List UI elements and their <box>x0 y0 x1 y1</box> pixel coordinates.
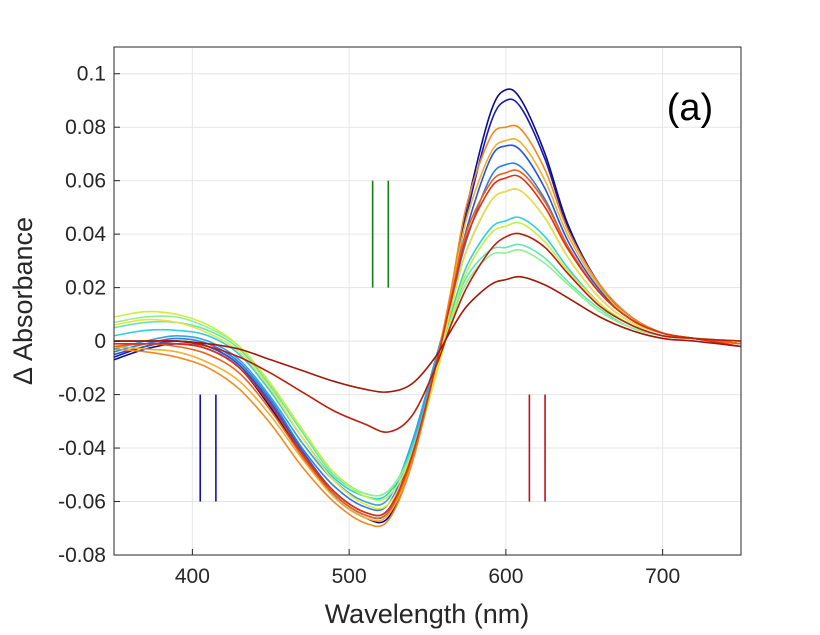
x-tick-label: 600 <box>488 565 523 588</box>
series-path <box>114 174 741 517</box>
series-line <box>114 232 741 433</box>
y-tick-label: 0.1 <box>77 63 106 86</box>
series-line <box>114 221 741 502</box>
series-line <box>114 174 741 517</box>
series-group <box>114 88 741 528</box>
y-tick-label: 0 <box>94 330 106 353</box>
series-line <box>114 275 741 393</box>
y-tick-label: -0.06 <box>58 491 106 514</box>
plot-area <box>114 47 741 555</box>
panel-label: (a) <box>667 87 713 129</box>
x-axis: 400 500 600 700 <box>175 549 680 588</box>
y-tick-label: 0.02 <box>65 277 106 300</box>
x-tick-label: 500 <box>332 565 367 588</box>
x-axis-title: Wavelength (nm) <box>325 599 530 629</box>
y-tick-label: 0.08 <box>65 116 106 139</box>
y-tick-label: 0.06 <box>65 170 106 193</box>
plot-series <box>114 88 741 528</box>
plot-frame <box>113 46 742 556</box>
y-axis: -0.08 -0.06 -0.04 -0.02 0 0.02 0.04 0.06 0.08 0.1 <box>58 63 120 567</box>
series-path <box>114 221 741 502</box>
annotation-lines <box>199 180 546 502</box>
y-tick-label: -0.02 <box>58 384 106 407</box>
series-path <box>114 232 741 433</box>
series-line <box>114 124 741 528</box>
y-axis-title: Δ Absorbance <box>8 217 38 385</box>
series-path <box>114 124 741 528</box>
x-tick-label: 700 <box>645 565 680 588</box>
y-tick-label: -0.08 <box>58 544 106 567</box>
y-tick-label: 0.04 <box>65 223 106 246</box>
x-tick-label: 400 <box>175 565 210 588</box>
y-tick-label: -0.04 <box>58 437 106 460</box>
series-path <box>114 275 741 393</box>
